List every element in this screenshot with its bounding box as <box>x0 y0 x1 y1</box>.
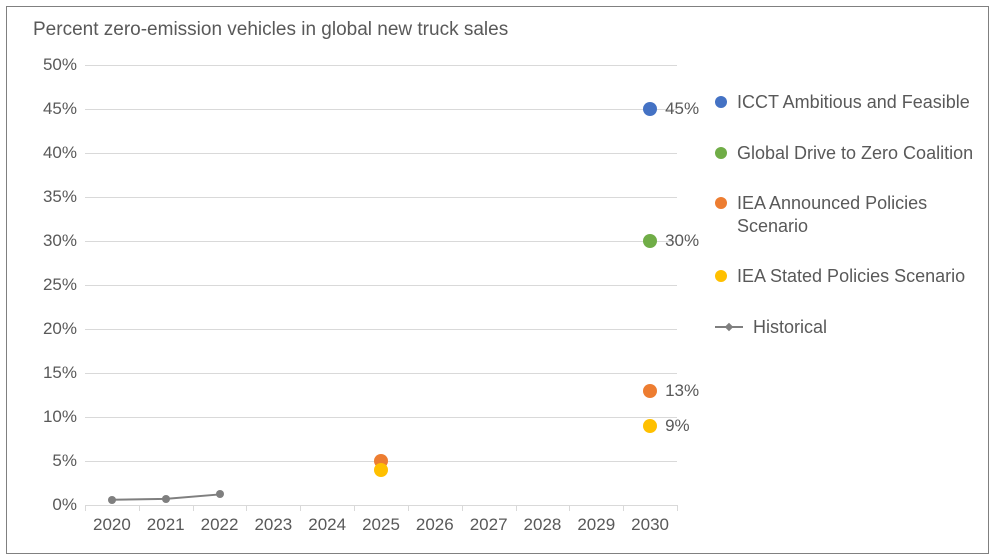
x-tickmark <box>139 505 140 511</box>
historical-marker <box>162 495 170 503</box>
historical-line <box>85 65 677 505</box>
x-tick-label: 2023 <box>254 515 292 535</box>
x-tick-label: 2029 <box>577 515 615 535</box>
legend-swatch-dot <box>715 147 727 159</box>
legend-label: IEA Stated Policies Scenario <box>737 265 965 288</box>
legend-item: Global Drive to Zero Coalition <box>715 142 975 165</box>
historical-marker <box>108 496 116 504</box>
legend-item: ICCT Ambitious and Feasible <box>715 91 975 114</box>
chart-frame: Percent zero-emission vehicles in global… <box>6 6 989 554</box>
x-tickmark <box>300 505 301 511</box>
x-tick-label: 2025 <box>362 515 400 535</box>
legend-item: IEA Announced Policies Scenario <box>715 192 975 237</box>
legend-label: IEA Announced Policies Scenario <box>737 192 975 237</box>
y-tick-label: 15% <box>27 363 77 383</box>
legend-swatch-line <box>715 326 743 328</box>
plot-area: 45%30%13%9% <box>85 65 677 505</box>
y-tick-label: 10% <box>27 407 77 427</box>
x-tick-label: 2020 <box>93 515 131 535</box>
x-tickmark <box>462 505 463 511</box>
y-tick-label: 30% <box>27 231 77 251</box>
legend-item: IEA Stated Policies Scenario <box>715 265 975 288</box>
x-tick-label: 2024 <box>308 515 346 535</box>
x-tickmark <box>85 505 86 511</box>
x-tickmark <box>246 505 247 511</box>
x-tick-label: 2030 <box>631 515 669 535</box>
x-tickmark <box>193 505 194 511</box>
x-tickmark <box>408 505 409 511</box>
x-tickmark <box>623 505 624 511</box>
legend-label: Historical <box>753 316 827 339</box>
x-tick-label: 2022 <box>201 515 239 535</box>
y-tick-label: 45% <box>27 99 77 119</box>
legend-item: Historical <box>715 316 975 339</box>
x-tick-label: 2028 <box>524 515 562 535</box>
legend: ICCT Ambitious and Feasible Global Drive … <box>715 91 975 366</box>
x-tickmark <box>569 505 570 511</box>
legend-swatch-dot <box>715 270 727 282</box>
legend-label: Global Drive to Zero Coalition <box>737 142 973 165</box>
legend-label: ICCT Ambitious and Feasible <box>737 91 970 114</box>
historical-marker <box>216 490 224 498</box>
y-tick-label: 40% <box>27 143 77 163</box>
y-tick-label: 50% <box>27 55 77 75</box>
x-tickmark <box>677 505 678 511</box>
gridline <box>85 505 677 506</box>
x-tick-label: 2026 <box>416 515 454 535</box>
x-tick-label: 2027 <box>470 515 508 535</box>
y-tick-label: 20% <box>27 319 77 339</box>
legend-swatch-dot <box>715 96 727 108</box>
x-tickmark <box>354 505 355 511</box>
x-tick-label: 2021 <box>147 515 185 535</box>
chart-title: Percent zero-emission vehicles in global… <box>33 19 508 41</box>
y-tick-label: 5% <box>27 451 77 471</box>
x-tickmark <box>516 505 517 511</box>
legend-swatch-dot <box>715 197 727 209</box>
y-tick-label: 35% <box>27 187 77 207</box>
y-tick-label: 0% <box>27 495 77 515</box>
y-tick-label: 25% <box>27 275 77 295</box>
